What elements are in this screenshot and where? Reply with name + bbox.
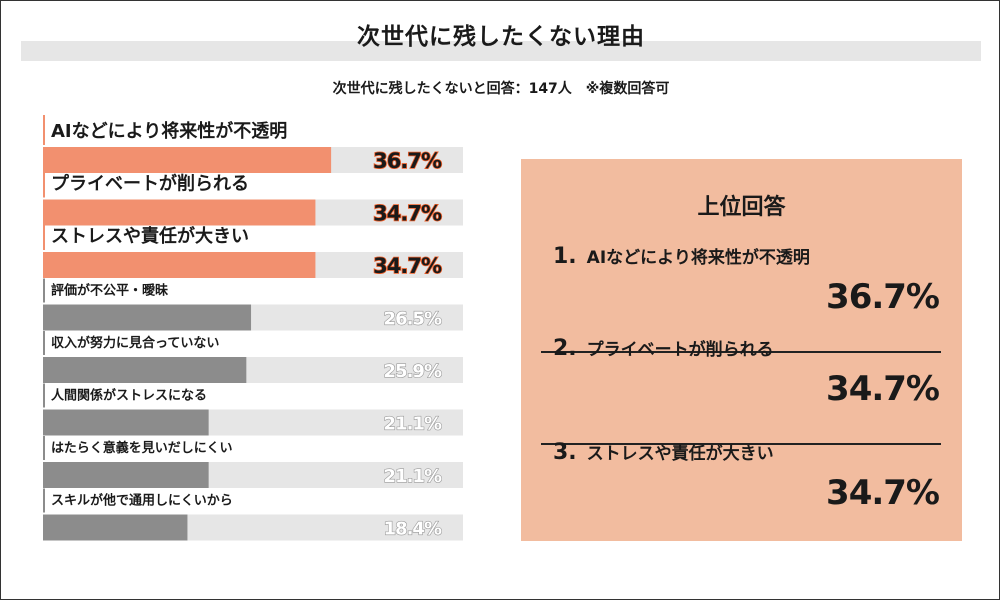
value-label: 36.7% — [373, 149, 442, 173]
panel-title: 上位回答 — [697, 195, 786, 220]
category-label: プライベートが削られる — [51, 173, 249, 195]
bar — [43, 357, 247, 383]
rank-text: ストレスや責任が大きい — [586, 444, 774, 464]
category-label: AIなどにより将来性が不透明 — [51, 120, 287, 142]
bar — [43, 199, 316, 226]
rank-text: プライベートが削られる — [586, 340, 774, 360]
top-answers-panel: 上位回答 1. AIなどにより将来性が不透明 36.7% 2. プライベートが削られ… — [521, 159, 962, 541]
bar — [43, 147, 332, 173]
value-label: 18.4% — [384, 519, 442, 540]
bar — [43, 252, 316, 278]
rank-divider — [541, 443, 941, 445]
rank-divider — [541, 351, 941, 353]
category-marker — [43, 331, 45, 355]
category-marker — [43, 278, 45, 303]
rank-number: 1. — [553, 244, 577, 269]
rank-item-3: 3. ストレスや責任が大きい 34.7% — [541, 439, 961, 549]
value-label: 21.1% — [384, 466, 442, 487]
bar — [43, 304, 252, 331]
rank-label: 2. プライベートが削られる — [553, 335, 774, 361]
rank-value: 34.7% — [826, 473, 940, 513]
title-band — [21, 41, 981, 61]
bar — [43, 409, 209, 436]
rank-number: 2. — [553, 336, 577, 361]
rank-value: 34.7% — [826, 369, 940, 409]
rank-item-1: 1. AIなどにより将来性が不透明 36.7% — [541, 243, 961, 353]
category-label: 人間関係がストレスになる — [51, 388, 207, 404]
value-label: 34.7% — [373, 202, 442, 226]
category-marker — [43, 436, 45, 460]
rank-item-2: 2. プライベートが削られる 34.7% — [541, 335, 961, 445]
rank-text: AIなどにより将来性が不透明 — [586, 248, 810, 268]
category-marker — [43, 488, 45, 513]
category-label: ストレスや責任が大きい — [51, 225, 249, 247]
value-label: 26.5% — [384, 309, 442, 330]
chart-subtitle: 次世代に残したくないと回答：147人 ※複数回答可 — [332, 81, 670, 97]
category-marker — [43, 220, 45, 250]
rank-number: 3. — [553, 440, 577, 465]
chart-title: 次世代に残したくない理由 — [357, 24, 645, 50]
category-label: はたらく意義を見いだしにくい — [51, 440, 232, 456]
category-label: 収入が努力に見合っていない — [51, 335, 219, 351]
category-label: スキルが他で通用しにくいから — [51, 493, 233, 509]
bar — [43, 514, 188, 541]
rank-label: 1. AIなどにより将来性が不透明 — [553, 243, 810, 269]
bar — [43, 462, 209, 488]
rank-value: 36.7% — [826, 277, 940, 317]
category-marker — [43, 167, 45, 198]
category-marker — [43, 115, 45, 145]
value-label: 34.7% — [373, 254, 442, 278]
rank-label: 3. ストレスや責任が大きい — [553, 439, 774, 465]
value-label: 25.9% — [384, 361, 442, 382]
value-label: 21.1% — [384, 414, 442, 435]
category-label: 評価が不公平・曖昧 — [51, 283, 169, 299]
category-marker — [43, 383, 45, 408]
